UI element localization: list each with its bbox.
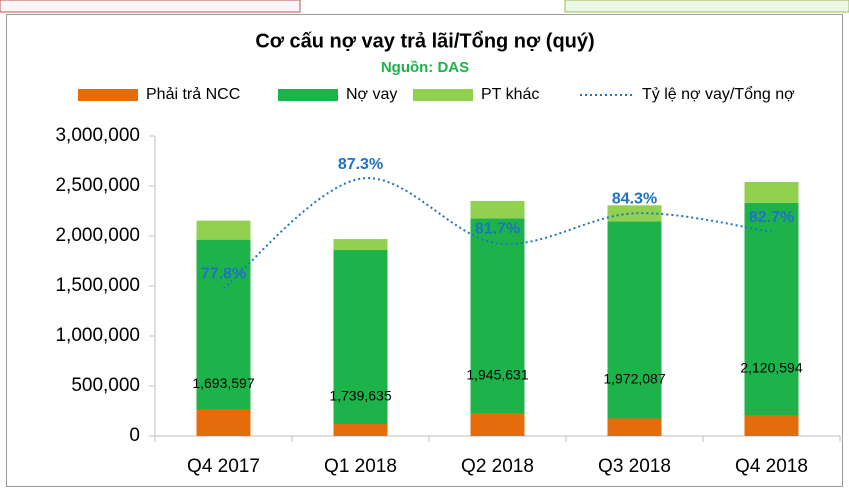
bar-segment <box>196 409 251 436</box>
value-label: 2,120,594 <box>740 360 802 376</box>
legend-swatch <box>278 89 338 101</box>
top-cell <box>0 0 301 13</box>
chart-frame <box>6 14 843 487</box>
chart-title: Cơ cấu nợ vay trả lãi/Tổng nợ (quý) <box>255 30 594 52</box>
x-tick-label: Q1 2018 <box>324 456 397 477</box>
value-label: 1,972,087 <box>603 371 665 387</box>
line-label: 81.7% <box>475 221 520 238</box>
y-tick-label: 1,000,000 <box>55 325 140 346</box>
value-label: 1,945,631 <box>466 366 528 382</box>
bar-segment <box>333 239 388 251</box>
line <box>222 177 772 290</box>
y-tick-label: 500,000 <box>71 375 140 396</box>
chart-subtitle: Nguồn: DAS <box>381 59 469 76</box>
x-tick-label: Q3 2018 <box>598 456 671 477</box>
bar-segment <box>333 424 388 436</box>
y-tick-label: 1,500,000 <box>55 275 140 296</box>
bar-segment <box>607 418 662 436</box>
bar-segment <box>470 200 525 219</box>
line-label: 87.3% <box>338 156 383 173</box>
bar-segment <box>744 181 799 203</box>
legend-swatch <box>413 89 473 101</box>
line-label: 77.8% <box>201 266 246 283</box>
bar-segment <box>607 205 662 222</box>
top-box <box>564 0 849 13</box>
bar-segment <box>607 221 662 419</box>
legend-label: Phải trả NCC <box>146 86 240 103</box>
bar-segment <box>196 220 251 240</box>
legend-swatch <box>78 89 138 101</box>
bar-segment <box>744 415 799 436</box>
y-tick-label: 2,000,000 <box>55 225 140 246</box>
legend-label: PT khác <box>481 86 539 103</box>
value-label: 1,693,597 <box>192 375 254 391</box>
bar-segment <box>333 250 388 424</box>
value-label: 1,739,635 <box>329 388 391 404</box>
line-label: 84.3% <box>612 191 657 208</box>
bar-segment <box>744 202 799 415</box>
y-tick-label: 2,500,000 <box>55 175 140 196</box>
legend-label: Tỷ lệ nợ vay/Tổng nợ <box>642 85 795 103</box>
x-tick-label: Q4 2017 <box>187 456 260 477</box>
legend-label: Nợ vay <box>346 86 397 103</box>
bar-segment <box>470 218 525 413</box>
y-tick-label: 3,000,000 <box>55 125 140 146</box>
bar-segment <box>470 413 525 436</box>
y-tick-label: 0 <box>129 425 140 446</box>
line-label: 82.7% <box>749 209 794 226</box>
x-tick-label: Q4 2018 <box>735 456 808 477</box>
x-tick-label: Q2 2018 <box>461 456 534 477</box>
bar-segment <box>196 239 251 409</box>
